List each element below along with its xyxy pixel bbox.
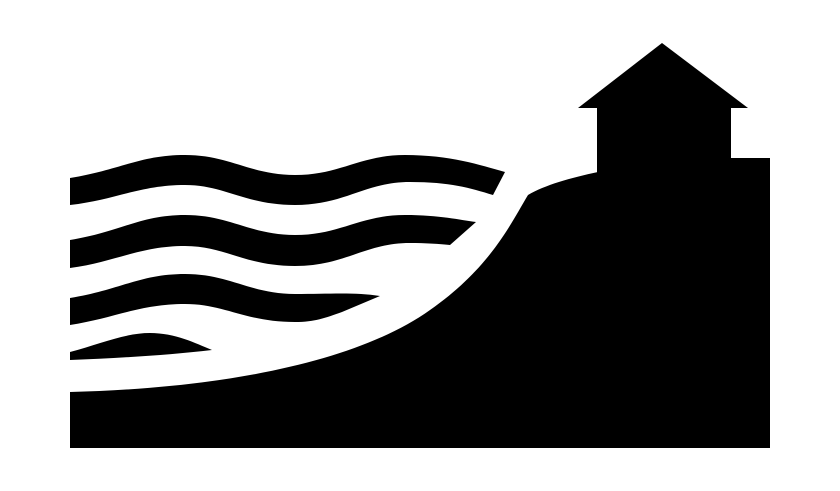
house-body [597, 106, 731, 184]
house-annex [725, 158, 770, 188]
wave-2 [70, 215, 476, 268]
house-group [578, 43, 770, 188]
cliff-shape [70, 160, 770, 448]
wave-3 [70, 274, 380, 325]
house-roof [578, 43, 748, 108]
waves-group [70, 155, 505, 360]
wave-4 [70, 333, 212, 360]
wave-1 [70, 155, 505, 205]
